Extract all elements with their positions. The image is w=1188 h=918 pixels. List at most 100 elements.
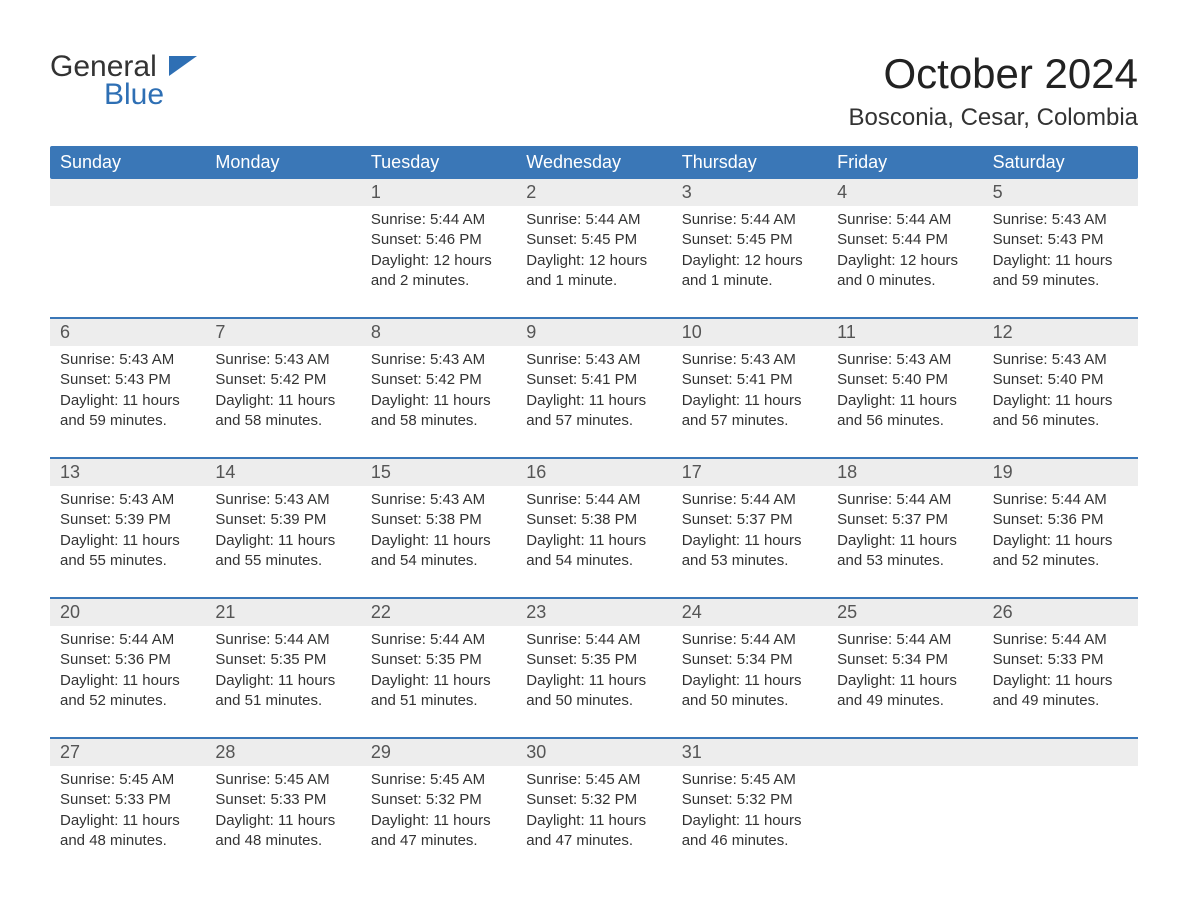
day-number: 8 [361,319,516,346]
sunset-text: Sunset: 5:33 PM [60,790,195,810]
sunset-text: Sunset: 5:36 PM [993,510,1128,530]
daylight1-text: Daylight: 11 hours [526,671,661,691]
day-cell: Sunrise: 5:45 AMSunset: 5:33 PMDaylight:… [205,766,360,855]
sunrise-text: Sunrise: 5:44 AM [215,630,350,650]
daylight2-text: and 56 minutes. [993,411,1128,431]
day-number: 21 [205,599,360,626]
daylight2-text: and 48 minutes. [60,831,195,851]
content-row: Sunrise: 5:43 AMSunset: 5:39 PMDaylight:… [50,486,1138,575]
daylight2-text: and 51 minutes. [215,691,350,711]
daylight1-text: Daylight: 11 hours [215,811,350,831]
sunset-text: Sunset: 5:38 PM [526,510,661,530]
sunset-text: Sunset: 5:37 PM [837,510,972,530]
sunrise-text: Sunrise: 5:44 AM [837,490,972,510]
sunset-text: Sunset: 5:33 PM [993,650,1128,670]
day-cell: Sunrise: 5:44 AMSunset: 5:34 PMDaylight:… [672,626,827,715]
day-number: 18 [827,459,982,486]
day-cell: Sunrise: 5:44 AMSunset: 5:45 PMDaylight:… [516,206,671,295]
day-cell: Sunrise: 5:43 AMSunset: 5:42 PMDaylight:… [361,346,516,435]
day-header: Tuesday [361,146,516,179]
sunrise-text: Sunrise: 5:43 AM [993,210,1128,230]
daylight1-text: Daylight: 11 hours [60,531,195,551]
daylight1-text: Daylight: 11 hours [993,531,1128,551]
day-number [827,739,982,766]
sunset-text: Sunset: 5:43 PM [60,370,195,390]
day-header: Sunday [50,146,205,179]
daylight2-text: and 50 minutes. [526,691,661,711]
daynum-row: 20212223242526 [50,597,1138,626]
sunset-text: Sunset: 5:32 PM [526,790,661,810]
daylight1-text: Daylight: 11 hours [526,811,661,831]
daylight2-text: and 48 minutes. [215,831,350,851]
day-cell: Sunrise: 5:44 AMSunset: 5:33 PMDaylight:… [983,626,1138,715]
daylight1-text: Daylight: 11 hours [993,251,1128,271]
day-cell: Sunrise: 5:45 AMSunset: 5:32 PMDaylight:… [516,766,671,855]
location: Bosconia, Cesar, Colombia [849,104,1138,132]
daylight2-text: and 59 minutes. [60,411,195,431]
sunrise-text: Sunrise: 5:43 AM [215,350,350,370]
day-number: 26 [983,599,1138,626]
brand-logo: General Blue [50,50,197,118]
day-number: 16 [516,459,671,486]
day-cell [50,206,205,295]
day-number: 11 [827,319,982,346]
day-number: 19 [983,459,1138,486]
daylight2-text: and 58 minutes. [215,411,350,431]
daynum-row: 2728293031 [50,737,1138,766]
daylight2-text: and 54 minutes. [371,551,506,571]
sunset-text: Sunset: 5:35 PM [371,650,506,670]
sunset-text: Sunset: 5:34 PM [682,650,817,670]
sunrise-text: Sunrise: 5:44 AM [993,490,1128,510]
daylight1-text: Daylight: 11 hours [215,391,350,411]
sunrise-text: Sunrise: 5:44 AM [526,630,661,650]
day-number: 9 [516,319,671,346]
day-cell: Sunrise: 5:44 AMSunset: 5:36 PMDaylight:… [983,486,1138,575]
sunset-text: Sunset: 5:42 PM [215,370,350,390]
sunrise-text: Sunrise: 5:43 AM [682,350,817,370]
day-cell: Sunrise: 5:45 AMSunset: 5:32 PMDaylight:… [672,766,827,855]
daynum-row: 12345 [50,179,1138,206]
day-number: 17 [672,459,827,486]
daylight1-text: Daylight: 11 hours [215,671,350,691]
day-cell: Sunrise: 5:44 AMSunset: 5:38 PMDaylight:… [516,486,671,575]
daylight2-text: and 53 minutes. [837,551,972,571]
sunset-text: Sunset: 5:34 PM [837,650,972,670]
header: General Blue October 2024 Bosconia, Cesa… [50,50,1138,132]
daylight1-text: Daylight: 12 hours [837,251,972,271]
title-block: October 2024 Bosconia, Cesar, Colombia [849,50,1138,132]
sunrise-text: Sunrise: 5:44 AM [526,210,661,230]
sunset-text: Sunset: 5:38 PM [371,510,506,530]
day-cell: Sunrise: 5:44 AMSunset: 5:34 PMDaylight:… [827,626,982,715]
day-header: Friday [827,146,982,179]
sunset-text: Sunset: 5:35 PM [526,650,661,670]
daylight2-text: and 50 minutes. [682,691,817,711]
day-cell [205,206,360,295]
day-number: 5 [983,179,1138,206]
daylight1-text: Daylight: 12 hours [526,251,661,271]
sunrise-text: Sunrise: 5:44 AM [682,210,817,230]
daylight1-text: Daylight: 11 hours [837,671,972,691]
daylight2-text: and 56 minutes. [837,411,972,431]
day-number: 25 [827,599,982,626]
sunset-text: Sunset: 5:45 PM [682,230,817,250]
sunset-text: Sunset: 5:33 PM [215,790,350,810]
sunrise-text: Sunrise: 5:43 AM [526,350,661,370]
sunrise-text: Sunrise: 5:45 AM [371,770,506,790]
sunset-text: Sunset: 5:39 PM [60,510,195,530]
daylight2-text: and 49 minutes. [993,691,1128,711]
daylight2-text: and 52 minutes. [60,691,195,711]
sunrise-text: Sunrise: 5:43 AM [993,350,1128,370]
day-cell: Sunrise: 5:43 AMSunset: 5:42 PMDaylight:… [205,346,360,435]
sunrise-text: Sunrise: 5:44 AM [60,630,195,650]
day-cell: Sunrise: 5:45 AMSunset: 5:33 PMDaylight:… [50,766,205,855]
day-cell: Sunrise: 5:43 AMSunset: 5:39 PMDaylight:… [50,486,205,575]
sunset-text: Sunset: 5:37 PM [682,510,817,530]
day-header-row: Sunday Monday Tuesday Wednesday Thursday… [50,146,1138,179]
sunrise-text: Sunrise: 5:45 AM [682,770,817,790]
daylight2-text: and 0 minutes. [837,271,972,291]
sunrise-text: Sunrise: 5:44 AM [526,490,661,510]
sunrise-text: Sunrise: 5:44 AM [837,210,972,230]
sunset-text: Sunset: 5:32 PM [682,790,817,810]
sunrise-text: Sunrise: 5:44 AM [371,210,506,230]
sunset-text: Sunset: 5:39 PM [215,510,350,530]
